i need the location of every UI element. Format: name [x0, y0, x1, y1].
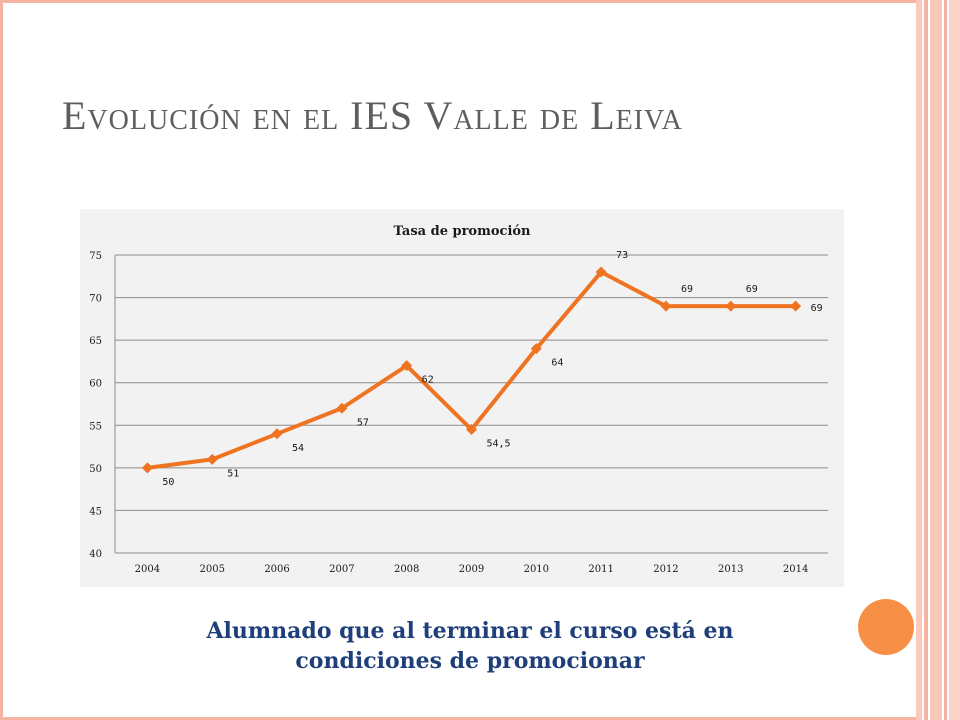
chart-title: Tasa de promoción [393, 224, 531, 239]
x-tick-label-2011: 2011 [588, 564, 613, 575]
caption-line-2: condiciones de promocionar [295, 648, 645, 674]
y-tick-label-50: 50 [89, 464, 102, 475]
chart-panel [80, 209, 844, 587]
x-tick-label-2010: 2010 [524, 564, 549, 575]
slide-frame-left [0, 0, 3, 720]
data-label-2007: 57 [357, 417, 369, 428]
data-point-2014 [790, 300, 802, 312]
data-label-2004: 50 [162, 477, 174, 488]
data-label-2013: 69 [746, 284, 758, 295]
data-label-2005: 51 [227, 468, 239, 479]
data-point-2005 [206, 453, 218, 465]
data-label-2012: 69 [681, 284, 693, 295]
y-tick-label-40: 40 [89, 549, 102, 560]
y-tick-label-75: 75 [89, 251, 102, 262]
data-label-2008: 62 [422, 375, 434, 386]
x-tick-label-2009: 2009 [459, 564, 484, 575]
x-tick-label-2008: 2008 [394, 564, 419, 575]
data-label-2006: 54 [292, 443, 304, 454]
data-point-2007 [336, 402, 348, 414]
x-tick-label-2013: 2013 [718, 564, 743, 575]
data-label-2011: 73 [616, 250, 628, 261]
x-tick-label-2005: 2005 [200, 564, 225, 575]
caption-line-1: Alumnado que al terminar el curso está e… [206, 618, 734, 644]
data-point-2006 [271, 428, 283, 440]
x-tick-label-2006: 2006 [264, 564, 289, 575]
x-tick-label-2007: 2007 [329, 564, 354, 575]
y-tick-label-60: 60 [89, 379, 102, 390]
data-label-2014: 69 [811, 303, 823, 314]
y-tick-label-45: 45 [89, 506, 102, 517]
x-tick-label-2012: 2012 [653, 564, 678, 575]
slide-frame-bottom [0, 717, 916, 720]
data-point-2012 [660, 300, 672, 312]
data-point-2008 [401, 360, 413, 372]
slide-title: Evolución en el IES Valle de Leiva [62, 93, 683, 138]
decorative-stripes [916, 0, 960, 720]
line-chart: Tasa de promoción 40 45 50 55 60 65 70 75 2004 200… [89, 224, 828, 575]
series-line [147, 270, 796, 470]
x-tick-label-2004: 2004 [135, 564, 160, 575]
decorative-orange-circle [858, 599, 914, 655]
data-label-2009: 54,5 [487, 439, 511, 450]
data-point-2013 [725, 300, 737, 312]
slide-frame-top [0, 0, 916, 3]
data-point-2004 [141, 462, 153, 474]
data-label-2010: 64 [551, 358, 563, 369]
x-tick-label-2014: 2014 [783, 564, 808, 575]
data-point-2010 [530, 343, 542, 355]
y-tick-label-65: 65 [89, 336, 102, 347]
y-tick-label-55: 55 [89, 421, 102, 432]
data-point-2011 [595, 266, 607, 278]
data-point-2009 [466, 424, 477, 436]
slide-caption: Alumnado que al terminar el curso está e… [120, 616, 820, 676]
y-tick-label-70: 70 [89, 294, 102, 305]
